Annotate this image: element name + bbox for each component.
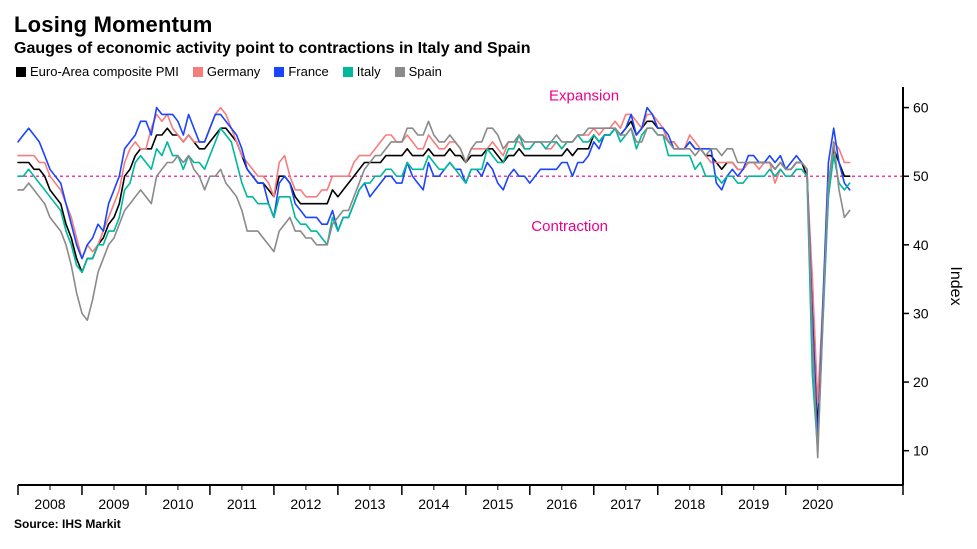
- legend-swatch: [343, 67, 353, 77]
- y-tick-label: 10: [913, 443, 929, 459]
- line-chart: 10 20 30 40 50 60 2008 2009 2010 2011 2012 2013 2014…: [14, 83, 963, 515]
- legend-item: Spain: [395, 64, 442, 79]
- legend-swatch: [395, 67, 405, 77]
- legend-swatch: [16, 67, 26, 77]
- legend-item: Euro-Area composite PMI: [16, 64, 179, 79]
- chart-area: 10 20 30 40 50 60 2008 2009 2010 2011 2012 2013 2014…: [14, 83, 963, 515]
- x-tick-label: 2008: [34, 496, 65, 512]
- x-tick-label: 2012: [290, 496, 321, 512]
- x-tick-label: 2018: [674, 496, 705, 512]
- y-axis-label: Index: [947, 266, 963, 305]
- y-tick-label: 60: [913, 100, 929, 116]
- annotation-label: Expansion: [549, 88, 619, 105]
- x-tick-label: 2017: [610, 496, 641, 512]
- y-tick-label: 40: [913, 237, 929, 253]
- legend-swatch: [193, 67, 203, 77]
- legend-label: Spain: [409, 64, 442, 79]
- legend-label: Italy: [357, 64, 381, 79]
- legend-label: Euro-Area composite PMI: [30, 64, 179, 79]
- source-label: Source: IHS Markit: [14, 517, 963, 531]
- x-tick-label: 2019: [738, 496, 769, 512]
- legend-item: France: [274, 64, 328, 79]
- x-tick-label: 2011: [227, 496, 257, 512]
- chart-title: Losing Momentum: [14, 12, 963, 38]
- x-tick-label: 2020: [802, 496, 833, 512]
- chart-subtitle: Gauges of economic activity point to con…: [14, 40, 963, 58]
- x-tick-label: 2010: [162, 496, 193, 512]
- legend-item: Italy: [343, 64, 381, 79]
- legend: Euro-Area composite PMI Germany France Ital…: [16, 64, 963, 79]
- annotation-label: Contraction: [531, 218, 608, 235]
- x-tick-label: 2016: [546, 496, 577, 512]
- x-tick-label: 2009: [98, 496, 129, 512]
- x-tick-label: 2015: [482, 496, 513, 512]
- y-tick-label: 50: [913, 168, 929, 184]
- y-tick-label: 20: [913, 374, 929, 390]
- x-tick-label: 2014: [418, 496, 449, 512]
- y-tick-label: 30: [913, 305, 929, 321]
- legend-label: Germany: [207, 64, 260, 79]
- x-tick-label: 2013: [354, 496, 385, 512]
- legend-label: France: [288, 64, 328, 79]
- legend-swatch: [274, 67, 284, 77]
- legend-item: Germany: [193, 64, 260, 79]
